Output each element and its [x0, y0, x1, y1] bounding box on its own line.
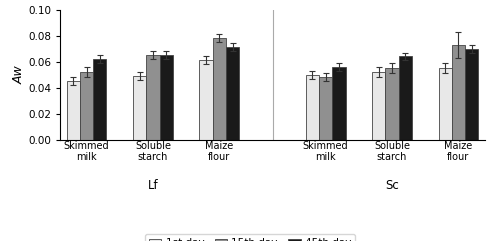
Text: Skimmed
milk: Skimmed milk	[64, 141, 110, 162]
Bar	[398, 56, 412, 140]
Text: Maize
flour: Maize flour	[444, 141, 472, 162]
Y-axis label: Aw: Aw	[12, 65, 25, 84]
Legend: 1st day, 15th day, 45th day: 1st day, 15th day, 45th day	[144, 234, 356, 241]
Bar	[465, 49, 478, 140]
Bar	[386, 68, 398, 140]
Bar	[332, 67, 345, 140]
Bar	[200, 60, 212, 140]
Bar	[452, 45, 465, 140]
Bar	[146, 55, 160, 140]
Bar	[438, 68, 452, 140]
Bar	[80, 72, 93, 140]
Text: Soluble
starch: Soluble starch	[135, 141, 171, 162]
Bar	[319, 77, 332, 140]
Bar	[66, 81, 80, 140]
Bar	[306, 75, 319, 140]
Bar	[93, 59, 106, 140]
Text: Skimmed
milk: Skimmed milk	[303, 141, 348, 162]
Bar	[212, 38, 226, 140]
Bar	[226, 47, 239, 140]
Text: Maize
flour: Maize flour	[206, 141, 234, 162]
Bar	[133, 76, 146, 140]
Text: Soluble
starch: Soluble starch	[374, 141, 410, 162]
Text: Sc: Sc	[385, 179, 399, 192]
Bar	[372, 72, 386, 140]
Text: Lf: Lf	[148, 179, 158, 192]
Bar	[160, 55, 173, 140]
